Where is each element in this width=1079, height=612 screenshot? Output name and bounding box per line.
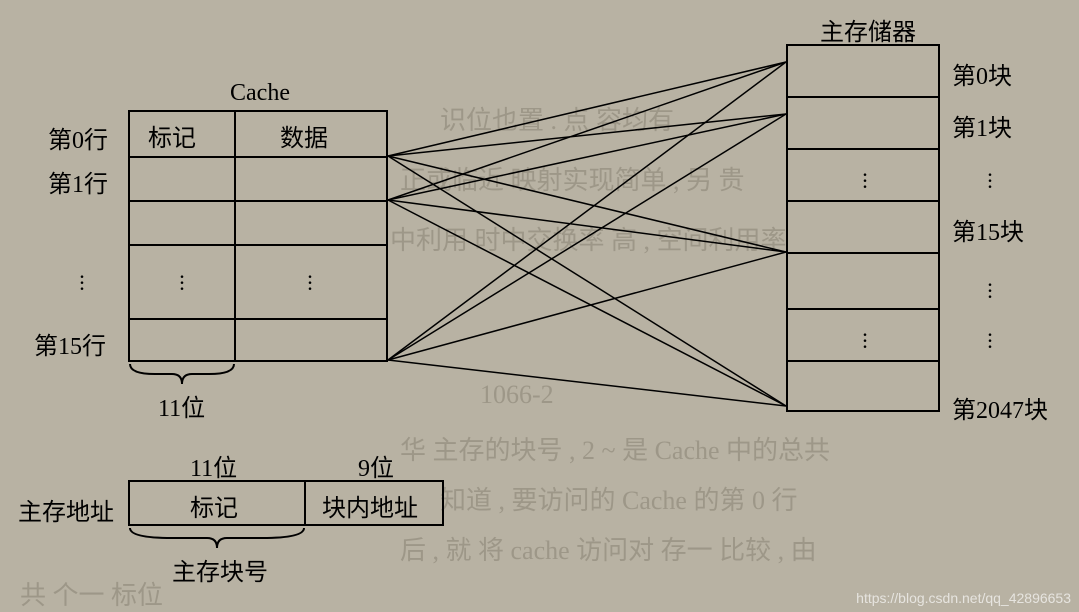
address-bits-1: 9位 [358, 448, 394, 483]
address-field-1: 块内地址 [322, 488, 418, 523]
address-title: 主存地址 [18, 492, 114, 527]
watermark: https://blog.csdn.net/qq_42896653 [856, 590, 1071, 606]
address-bits-0: 11位 [190, 448, 237, 483]
address-field-0: 标记 [190, 488, 238, 523]
address-brace-label: 主存块号 [172, 552, 268, 587]
brace-icon [128, 526, 306, 552]
address-divider [304, 480, 306, 526]
